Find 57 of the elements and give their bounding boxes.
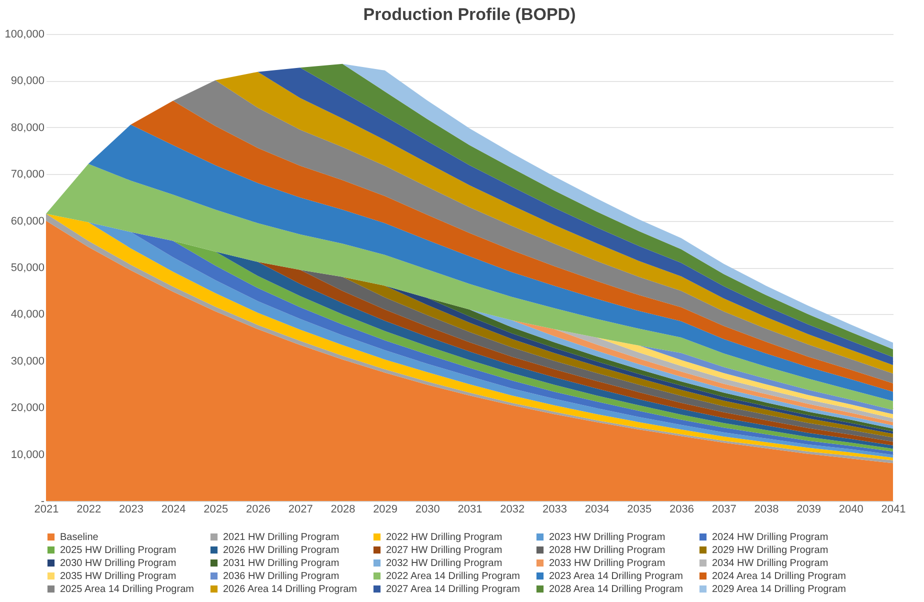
legend-label: 2032 HW Drilling Program: [386, 558, 502, 569]
y-tick-label: 60,000: [10, 215, 44, 228]
x-tick-label: 2030: [415, 504, 440, 516]
x-tick-label: 2033: [542, 504, 567, 516]
x-tick-label: 2037: [712, 504, 736, 516]
legend-label: 2026 Area 14 Drilling Program: [223, 584, 357, 595]
legend-label: 2029 HW Drilling Program: [712, 545, 828, 556]
x-tick-label: 2027: [288, 504, 313, 516]
y-tick-label: 50,000: [10, 262, 44, 274]
x-tick-label: 2025: [204, 504, 228, 516]
x-tick-label: 2026: [246, 504, 270, 516]
legend-label: 2022 Area 14 Drilling Program: [386, 571, 520, 582]
legend-label: 2027 HW Drilling Program: [386, 545, 502, 556]
x-tick-label: 2039: [796, 504, 822, 516]
y-tick-label: 30,000: [10, 355, 44, 368]
legend-label: 2035 HW Drilling Program: [60, 571, 176, 582]
x-tick-label: 2038: [754, 504, 779, 516]
legend-label: 2036 HW Drilling Program: [223, 571, 340, 582]
legend-label: 2027 Area 14 Drilling Program: [386, 584, 520, 595]
legend-label: 2031 HW Drilling Program: [223, 558, 340, 569]
x-tick-label: 2024: [161, 504, 186, 516]
x-tick-label: 2041: [881, 504, 906, 516]
x-tick-label: 2022: [76, 504, 102, 516]
x-tick-label: 2035: [627, 504, 652, 516]
legend-label: 2028 Area 14 Drilling Program: [549, 584, 683, 595]
x-tick-label: 2021: [34, 504, 59, 516]
legend-label: 2024 HW Drilling Program: [712, 532, 828, 543]
legend-label: 2029 Area 14 Drilling Program: [712, 584, 846, 595]
legend-label: 2030 HW Drilling Program: [60, 558, 176, 569]
chart-title: Production Profile (BOPD): [363, 5, 576, 24]
legend-label: 2025 HW Drilling Program: [60, 545, 176, 556]
x-tick-label: 2036: [670, 504, 694, 516]
legend-label: Baseline: [60, 532, 99, 543]
y-tick-label: 10,000: [10, 448, 44, 461]
legend-label: 2023 HW Drilling Program: [549, 532, 666, 543]
x-tick-label: 2031: [458, 504, 482, 516]
x-tick-label: 2034: [584, 504, 610, 516]
y-tick-label: 20,000: [10, 402, 44, 414]
y-tick-label: 70,000: [10, 168, 44, 181]
y-tick-label: 40,000: [10, 308, 44, 321]
x-tick-label: 2028: [330, 504, 356, 516]
x-tick-label: 2023: [118, 504, 144, 516]
legend-label: 2028 HW Drilling Program: [549, 545, 666, 556]
x-tick-label: 2032: [500, 504, 525, 516]
x-tick-label: 2029: [373, 504, 398, 516]
y-tick-label: 80,000: [10, 122, 44, 134]
y-tick-label: 100,000: [4, 28, 44, 40]
legend-label: 2022 HW Drilling Program: [386, 532, 502, 543]
legend-label: 2025 Area 14 Drilling Program: [60, 584, 194, 595]
legend-label: 2023 Area 14 Drilling Program: [549, 571, 683, 582]
legend-label: 2034 HW Drilling Program: [712, 558, 828, 569]
legend-label: 2026 HW Drilling Program: [223, 545, 340, 556]
legend-label: 2024 Area 14 Drilling Program: [712, 571, 846, 582]
y-tick-label: 90,000: [10, 75, 44, 88]
legend-label: 2021 HW Drilling Program: [223, 532, 340, 543]
x-tick-label: 2040: [838, 504, 864, 516]
legend-label: 2033 HW Drilling Program: [549, 558, 666, 569]
